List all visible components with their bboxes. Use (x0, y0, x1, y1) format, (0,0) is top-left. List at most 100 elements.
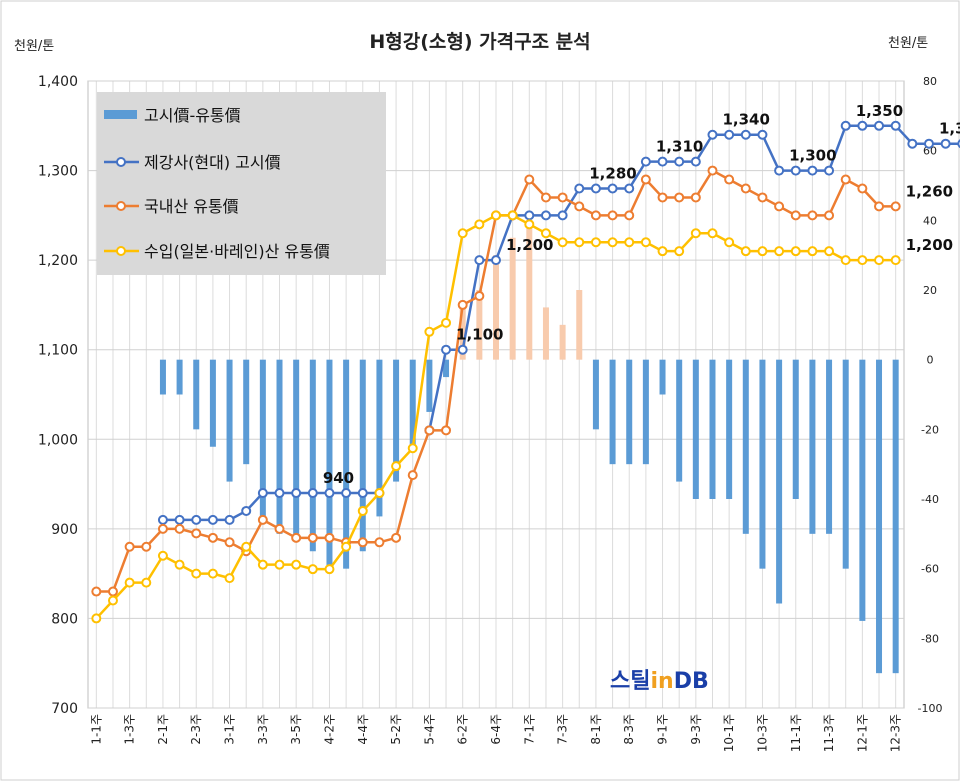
y2-axis-unit-label: 천원/톤 (888, 36, 928, 51)
bar (176, 359, 183, 395)
bar (676, 359, 683, 482)
legend-line1-marker (116, 157, 126, 167)
series-point-3 (724, 237, 735, 248)
series-point-1 (740, 129, 751, 140)
series-point-2 (574, 201, 585, 212)
series-point-3 (157, 550, 168, 561)
series-point-3 (790, 246, 801, 257)
legend-line2-label: 국내산 유통價 (144, 197, 239, 216)
series-point-2 (790, 210, 801, 221)
y2-tick-label: -100 (918, 702, 943, 715)
series-point-2 (424, 425, 435, 436)
x-tick-label: 9-1주 (656, 714, 670, 745)
series-point-3 (674, 246, 685, 257)
bar (859, 359, 866, 621)
series-point-2 (274, 523, 285, 534)
bar (559, 324, 566, 360)
y2-tick-label: -60 (921, 563, 939, 576)
bar (209, 359, 216, 447)
series-point-1 (524, 210, 535, 221)
series-point-3 (257, 559, 268, 570)
logo-part3: DB (674, 669, 709, 694)
series-point-2 (774, 201, 785, 212)
series-point-2 (174, 523, 185, 534)
x-tick-label: 9-3주 (689, 714, 703, 745)
x-tick-label: 1-3주 (123, 714, 137, 745)
bar (493, 255, 499, 360)
series-point-1 (274, 488, 285, 499)
legend-bar-swatch (104, 110, 137, 119)
series-point-3 (441, 317, 452, 328)
bar (343, 359, 350, 569)
bar (259, 359, 266, 517)
series-point-3 (307, 564, 318, 575)
series-point-1 (457, 344, 468, 355)
bar (626, 359, 633, 465)
x-tick-label: 11-1주 (789, 714, 803, 752)
x-tick-label: 2-1주 (156, 714, 170, 745)
x-tick-label: 4-4주 (356, 714, 370, 745)
bar (692, 359, 699, 499)
series-point-3 (574, 237, 585, 248)
series-point-2 (91, 586, 102, 597)
series-point-1 (324, 488, 335, 499)
bar (776, 359, 783, 604)
series-point-1 (690, 156, 701, 167)
legend-line3-label: 수입(일본·바레인)산 유통價 (144, 242, 330, 261)
series-point-3 (590, 237, 601, 248)
series-point-2 (540, 192, 551, 203)
y-tick-label: 1,400 (38, 74, 78, 90)
x-tick-label: 7-3주 (556, 714, 570, 745)
x-tick-label: 2-3주 (189, 714, 203, 745)
series-point-3 (757, 246, 768, 257)
series-point-1 (840, 120, 851, 131)
series-point-2 (674, 192, 685, 203)
series-point-1 (474, 255, 485, 266)
series-point-2 (724, 174, 735, 185)
series-point-3 (857, 255, 868, 266)
logo-text: 스틸inDB (610, 669, 709, 694)
bar (226, 359, 233, 482)
logo: 스틸inDB (610, 669, 709, 694)
series-point-2 (607, 210, 618, 221)
y-tick-label: 1,100 (38, 343, 78, 359)
series-point-2 (590, 210, 601, 221)
series-point-3 (424, 326, 435, 337)
series-point-1 (674, 156, 685, 167)
series-point-1 (757, 129, 768, 140)
y-tick-label: 700 (51, 701, 78, 717)
series-point-1 (874, 120, 885, 131)
series-point-1 (640, 156, 651, 167)
y2-tick-label: 0 (927, 354, 934, 367)
series-point-2 (407, 470, 418, 481)
series-point-3 (840, 255, 851, 266)
series-point-3 (141, 577, 152, 588)
x-tick-label: 6-4주 (489, 714, 503, 745)
series-point-2 (624, 210, 635, 221)
series-point-3 (890, 255, 901, 266)
data-label: 1,280 (589, 164, 636, 182)
legend-bar-label: 고시價-유통價 (144, 106, 241, 125)
series-point-3 (407, 443, 418, 454)
series-point-1 (923, 138, 934, 149)
bar (193, 359, 200, 430)
y2-tick-label: 40 (923, 214, 937, 227)
series-point-3 (224, 573, 235, 584)
bar (809, 359, 816, 534)
series-point-2 (207, 532, 218, 543)
series-point-1 (491, 255, 501, 266)
y2-tick-label: -80 (921, 632, 939, 645)
x-tick-label: 12-1주 (855, 714, 869, 752)
series-point-2 (740, 183, 751, 194)
series-point-3 (291, 559, 302, 570)
series-point-1 (890, 120, 901, 131)
series-point-2 (690, 192, 701, 203)
y-axis-unit-label: 천원/톤 (14, 39, 54, 54)
y-tick-label: 1,000 (38, 432, 78, 448)
x-tick-label: 11-3주 (822, 714, 836, 752)
bar (243, 359, 250, 465)
series-point-2 (640, 174, 651, 185)
series-point-2 (257, 514, 268, 525)
series-point-3 (624, 237, 635, 248)
series-point-2 (107, 586, 118, 597)
